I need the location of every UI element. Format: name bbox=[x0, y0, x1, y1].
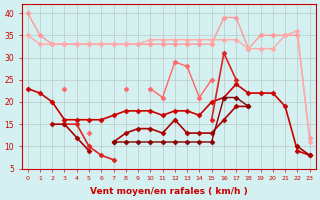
X-axis label: Vent moyen/en rafales ( km/h ): Vent moyen/en rafales ( km/h ) bbox=[90, 187, 248, 196]
